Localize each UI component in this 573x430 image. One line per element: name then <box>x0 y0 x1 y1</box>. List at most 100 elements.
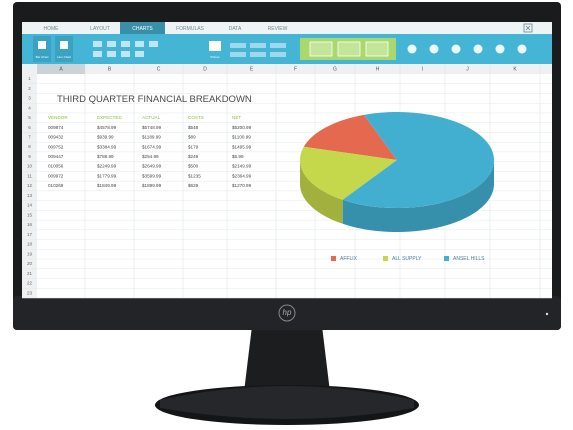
table-cell: $1100.99 <box>232 135 251 140</box>
table-cell: $254.99 <box>142 154 159 159</box>
logo-ring <box>278 304 296 322</box>
table-cell: $1849.99 <box>97 183 117 188</box>
table-cell: 009447 <box>48 154 64 159</box>
row-header: 8 <box>28 144 31 149</box>
close-icon <box>525 25 531 31</box>
row-header: 6 <box>28 125 31 130</box>
table-header: VENDOR <box>48 115 68 120</box>
format-button[interactable] <box>270 52 286 57</box>
column-header-bar <box>22 64 552 74</box>
table-cell: $5.99 <box>232 154 244 159</box>
column-header: F <box>294 66 297 72</box>
format-button[interactable] <box>107 51 116 57</box>
tab-label: CHARTS <box>132 26 153 32</box>
column-header: I <box>422 66 423 72</box>
table-cell: $179 <box>188 144 199 149</box>
format-button[interactable] <box>93 51 102 57</box>
table-cell: $5200.99 <box>232 125 252 130</box>
pie-side <box>300 160 343 224</box>
ribbon <box>22 34 552 64</box>
table-cell: 009432 <box>48 135 64 140</box>
column-header: H <box>376 66 380 72</box>
table-cell: $4578.99 <box>97 125 117 130</box>
active-tab-bg <box>120 22 165 34</box>
table-cell: $1189.99 <box>142 135 161 140</box>
chart-style-button[interactable] <box>309 41 333 57</box>
column-header: K <box>513 66 517 72</box>
table-cell: $788.99 <box>97 154 114 159</box>
table-cell: $1235 <box>188 173 201 178</box>
row-header: 7 <box>28 134 31 139</box>
ribbon-label: Line Chart <box>57 55 71 59</box>
sheet-title: THIRD QUARTER FINANCIAL BREAKDOWN <box>57 94 252 105</box>
row-header: 4 <box>28 105 31 110</box>
legend-swatch <box>383 256 388 261</box>
table-cell: $249 <box>188 154 199 159</box>
table-header: EXPECTED <box>97 115 122 120</box>
format-button[interactable] <box>135 51 144 57</box>
row-header: 14 <box>27 203 33 208</box>
row-header: 2 <box>28 86 31 91</box>
row-header: 18 <box>27 242 33 247</box>
table-cell: 009972 <box>48 173 64 178</box>
column-header: D <box>203 66 207 72</box>
tool-icon[interactable] <box>473 44 483 54</box>
tool-icon[interactable] <box>495 44 505 54</box>
row-header: 19 <box>27 251 33 256</box>
legend-label: ANSEL HILLS <box>453 256 485 262</box>
chart-style-button[interactable] <box>365 41 389 57</box>
format-button[interactable] <box>93 41 102 47</box>
tool-icon[interactable] <box>451 44 461 54</box>
column-header: E <box>250 66 254 72</box>
table-cell: $2649.99 <box>142 164 162 169</box>
column-header: J <box>466 66 469 72</box>
format-button[interactable] <box>230 52 246 57</box>
table-cell: $1495.99 <box>232 144 252 149</box>
format-button[interactable] <box>230 43 246 48</box>
format-button[interactable] <box>107 41 116 47</box>
tool-icon[interactable] <box>407 44 417 54</box>
table-cell: $1270.99 <box>232 183 252 188</box>
format-button[interactable] <box>270 43 286 48</box>
tool-icon[interactable] <box>429 44 439 54</box>
ribbon-label: Bar Chart <box>36 55 49 59</box>
table-cell: $89 <box>188 135 196 140</box>
format-button[interactable] <box>250 52 266 57</box>
format-button[interactable] <box>121 41 130 47</box>
table-cell: $500 <box>188 164 199 169</box>
table-header: ACTUAL <box>142 115 161 120</box>
brand-logo: hp <box>283 308 292 317</box>
chart-style-button[interactable] <box>337 41 361 57</box>
table-cell: $1899.99 <box>142 183 162 188</box>
bezel-chin <box>13 296 561 330</box>
ribbon-icon <box>209 41 221 51</box>
tab-label: HOME <box>44 26 60 32</box>
stand-neck <box>244 326 330 392</box>
format-button[interactable] <box>135 41 144 47</box>
ribbon-label: Picture <box>210 55 220 59</box>
row-header: 13 <box>27 193 33 198</box>
pie-side <box>342 160 494 232</box>
column-header: C <box>157 66 161 72</box>
table-cell: $5748.99 <box>142 125 162 130</box>
row-header: 16 <box>27 222 33 227</box>
format-button[interactable] <box>121 51 130 57</box>
row-header: 12 <box>27 183 33 188</box>
pie-slice <box>303 114 397 160</box>
table-cell: 009752 <box>48 144 64 149</box>
row-header: 3 <box>28 96 31 101</box>
close-button[interactable] <box>523 23 533 33</box>
power-led <box>545 312 549 316</box>
stand-base-top <box>160 386 414 419</box>
legend-swatch <box>331 256 336 261</box>
format-button[interactable] <box>250 43 266 48</box>
selected-column <box>37 64 85 74</box>
row-header: 10 <box>27 164 33 169</box>
format-button[interactable] <box>149 41 158 47</box>
table-cell: 010056 <box>48 164 64 169</box>
column-header: A <box>59 66 63 72</box>
tool-icon[interactable] <box>517 44 527 54</box>
row-header: 11 <box>27 173 32 178</box>
column-header: B <box>108 66 112 72</box>
table-cell: $939.99 <box>97 135 114 140</box>
